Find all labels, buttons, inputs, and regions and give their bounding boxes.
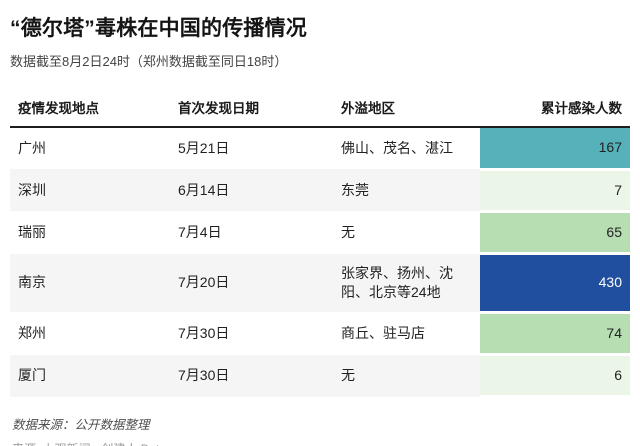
cell-location: 南京 [18,274,46,291]
cell-count-heatmap: 65 [480,211,630,256]
cell-first-date: 5月21日 [178,140,230,156]
cell-location: 瑞丽 [18,223,46,240]
table-row: 深圳 6月14日 东莞 7 [10,169,630,213]
table-row: 郑州 7月30日 商丘、驻马店 74 [10,312,630,357]
cell-location: 郑州 [18,324,46,341]
cell-spillover: 佛山、茂名、湛江 [341,140,453,156]
cell-spillover: 无 [341,367,355,384]
cell-location: 厦门 [18,367,46,384]
cell-count-heatmap: 7 [480,169,630,213]
cell-count-heatmap: 167 [480,127,630,171]
cell-location: 广州 [18,140,46,156]
data-table: 疫情发现地点 首次发现日期 外溢地区 累计感染人数 广州 5月21日 佛山、茂名… [10,91,630,399]
column-header-location: 疫情发现地点 [10,91,170,129]
table-row: 瑞丽 7月4日 无 65 [10,211,630,256]
cell-first-date: 6月14日 [178,181,230,198]
chart-footer: 数据来源：公开数据整理 来源: 上观新闻 · 创建人 Datawrapper [10,414,630,446]
column-header-spillover: 外溢地区 [333,91,480,129]
header-row: 疫情发现地点 首次发现日期 外溢地区 累计感染人数 [10,91,630,129]
cell-count-heatmap: 74 [480,312,630,357]
cell-spillover: 无 [341,223,355,240]
cell-count-heatmap: 6 [480,354,630,399]
cell-first-date: 7月30日 [178,367,230,384]
cell-count-heatmap: 430 [480,253,630,314]
chart-subtitle: 数据截至8月2日24时（郑州数据截至同日18时） [10,54,288,70]
cell-first-date: 7月4日 [178,223,222,240]
column-header-total-infected: 累计感染人数 [480,91,630,129]
table-body: 广州 5月21日 佛山、茂名、湛江 167 深圳 6月14日 东莞 7 瑞丽 7… [10,127,630,399]
attribution: 来源: 上观新闻 · 创建人 Datawrapper [12,440,630,446]
cell-first-date: 7月30日 [178,324,230,341]
chart-title: “德尔塔”毒株在中国的传播情况 [10,17,307,40]
cell-first-date: 7月20日 [178,274,230,291]
table-header: 疫情发现地点 首次发现日期 外溢地区 累计感染人数 [10,91,630,129]
table-row: 南京 7月20日 张家界、扬州、沈阳、北京等24地 430 [10,253,630,314]
table-row: 厦门 7月30日 无 6 [10,354,630,399]
cell-location: 深圳 [18,181,46,198]
cell-spillover: 东莞 [341,181,369,198]
cell-spillover: 张家界、扬州、沈阳、北京等24地 [341,264,453,300]
cell-spillover: 商丘、驻马店 [341,324,425,341]
source-note: 数据来源：公开数据整理 [12,418,150,433]
column-header-first-date: 首次发现日期 [170,91,333,129]
table-row: 广州 5月21日 佛山、茂名、湛江 167 [10,127,630,171]
